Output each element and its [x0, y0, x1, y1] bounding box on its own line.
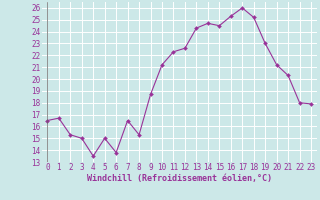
- X-axis label: Windchill (Refroidissement éolien,°C): Windchill (Refroidissement éolien,°C): [87, 174, 272, 183]
